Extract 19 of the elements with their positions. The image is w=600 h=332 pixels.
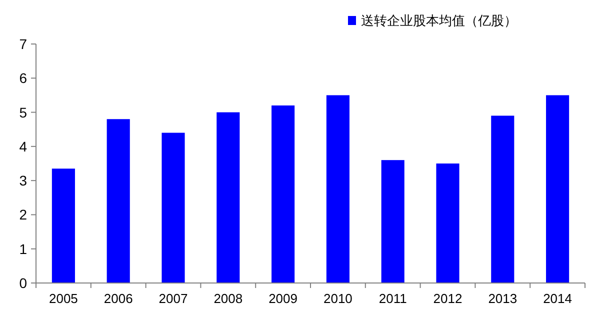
- y-tick-label: 3: [19, 172, 28, 189]
- legend-label: 送转企业股本均值（亿股）: [361, 13, 517, 28]
- x-tick-label: 2014: [543, 291, 572, 306]
- y-tick-label: 0: [19, 275, 28, 291]
- y-tick-label: 5: [19, 104, 28, 120]
- x-tick-label: 2011: [378, 291, 407, 306]
- x-tick-label: 2008: [214, 291, 243, 306]
- x-tick-label: 2005: [48, 291, 78, 306]
- x-tick-label: 2013: [488, 291, 518, 306]
- y-tick-label: 2: [19, 206, 28, 223]
- y-tick-label: 1: [19, 240, 28, 257]
- x-tick-label: 2007: [158, 291, 188, 306]
- x-tick-label: 2006: [104, 291, 133, 306]
- x-tick-label: 2010: [323, 291, 352, 306]
- x-tick-label: 2009: [268, 291, 298, 306]
- x-tick-label: 2012: [433, 291, 462, 306]
- y-tick-label: 7: [19, 36, 28, 52]
- y-tick-label: 4: [19, 138, 28, 154]
- y-tick-label: 6: [19, 70, 28, 86]
